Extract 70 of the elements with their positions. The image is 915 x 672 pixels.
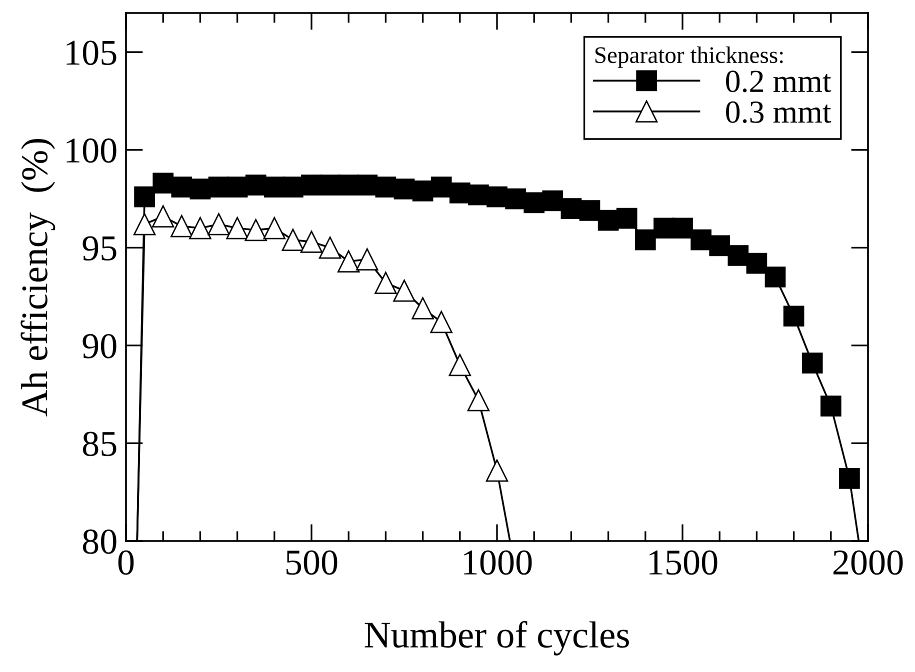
point (208, 176, 230, 198)
x-axis-title: Number of cycles (364, 620, 629, 656)
point (672, 218, 693, 239)
y-tick-label: 100 (66, 138, 116, 163)
x-tick-label: 1000 (464, 550, 532, 575)
point (337, 250, 360, 272)
y-tick-label: 90 (82, 334, 116, 358)
point (616, 208, 638, 229)
point (690, 229, 712, 250)
point (820, 396, 842, 416)
point (467, 389, 490, 412)
point (783, 306, 804, 327)
point (542, 190, 564, 212)
point (449, 182, 470, 204)
point (375, 176, 396, 198)
point (728, 245, 749, 266)
point (282, 176, 304, 198)
x-tick-label: 500 (286, 550, 338, 575)
point (244, 218, 267, 242)
point (802, 352, 823, 374)
y-tick-label: 85 (82, 432, 116, 456)
point (133, 213, 156, 236)
point (301, 174, 322, 196)
point (709, 235, 730, 256)
point (263, 217, 286, 240)
x-tick-label: 0 (118, 550, 134, 575)
point (170, 215, 193, 238)
point (560, 198, 582, 219)
point (394, 178, 415, 200)
point (393, 280, 416, 302)
point (448, 354, 472, 376)
x-tick-label: 2000 (833, 550, 903, 575)
y-tick-label: 95 (82, 236, 116, 261)
point (505, 188, 526, 210)
point (226, 217, 248, 240)
point (764, 266, 786, 288)
point (264, 176, 285, 198)
point (171, 176, 192, 198)
point (412, 297, 434, 320)
legend-label: 0.2 mmt (726, 70, 832, 92)
legend-label: 0.3 mmt (726, 101, 832, 124)
point (152, 172, 174, 194)
point (486, 459, 508, 482)
point (430, 310, 452, 334)
legend-title: Separator thickness: (595, 46, 783, 68)
point (189, 217, 212, 240)
point (356, 174, 378, 196)
point (208, 213, 230, 236)
point (282, 228, 304, 251)
point (468, 184, 489, 206)
point (134, 186, 155, 208)
point (839, 468, 860, 489)
point (412, 180, 434, 202)
point (245, 174, 266, 196)
y-tick-label: 105 (66, 40, 116, 65)
x-tick-label: 1500 (650, 550, 718, 575)
point (579, 200, 600, 221)
point (152, 205, 174, 228)
point (226, 176, 248, 198)
y-axis-title: Ah efficiency (%) (20, 138, 56, 416)
point (374, 272, 397, 294)
point (356, 248, 378, 271)
point (654, 218, 674, 239)
point (300, 230, 323, 253)
point (746, 252, 768, 274)
point (430, 176, 452, 198)
point (634, 229, 656, 250)
point (190, 178, 211, 200)
y-tick-label: 80 (82, 530, 116, 554)
point (318, 236, 342, 259)
